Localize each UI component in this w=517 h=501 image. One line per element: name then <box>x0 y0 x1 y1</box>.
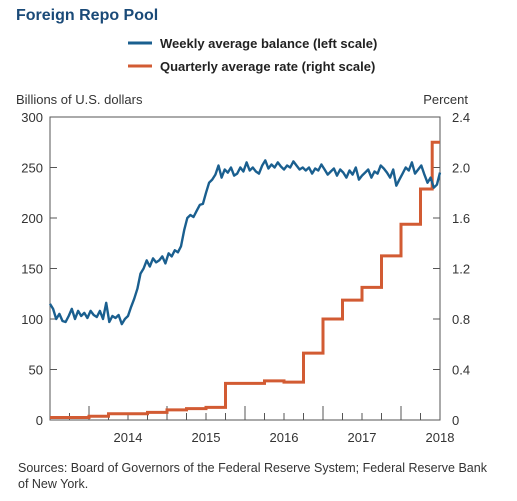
left-axis-tick-label: 100 <box>21 312 43 327</box>
x-axis-tick-label: 2015 <box>192 430 221 445</box>
legend-label-rate: Quarterly average rate (right scale) <box>160 59 375 74</box>
right-axis-tick-label: 2.4 <box>452 110 470 125</box>
series-line-balance <box>48 159 442 326</box>
x-axis: 2014 2015 2016 2017 2018 <box>69 406 455 445</box>
chart-title: Foreign Repo Pool <box>16 7 158 24</box>
x-axis-tick-label: 2017 <box>348 430 377 445</box>
left-axis-tick-label: 300 <box>21 110 43 125</box>
left-axis: 0 50 100 150 200 250 300 <box>21 110 57 428</box>
x-axis-tick-label: 2016 <box>270 430 299 445</box>
left-axis-tick-label: 200 <box>21 211 43 226</box>
source-note: Sources: Board of Governors of the Feder… <box>18 461 487 491</box>
right-axis: 0 0.4 0.8 1.2 1.6 2.0 2.4 <box>433 110 470 428</box>
left-axis-tick-label: 0 <box>36 413 43 428</box>
left-axis-tick-label: 150 <box>21 262 43 277</box>
left-axis-title: Billions of U.S. dollars <box>16 92 143 107</box>
x-axis-tick-label: 2018 <box>426 430 455 445</box>
right-axis-tick-label: 1.2 <box>452 262 470 277</box>
left-axis-tick-label: 250 <box>21 161 43 176</box>
right-axis-tick-label: 0 <box>452 413 459 428</box>
right-axis-tick-label: 0.4 <box>452 363 470 378</box>
x-axis-tick-label: 2014 <box>114 430 143 445</box>
series-line-rate <box>50 140 440 419</box>
right-axis-tick-label: 1.6 <box>452 211 470 226</box>
right-axis-title: Percent <box>423 92 468 107</box>
left-axis-tick-label: 50 <box>29 363 43 378</box>
right-axis-tick-label: 0.8 <box>452 312 470 327</box>
right-axis-tick-label: 2.0 <box>452 161 470 176</box>
legend-label-balance: Weekly average balance (left scale) <box>160 36 377 51</box>
